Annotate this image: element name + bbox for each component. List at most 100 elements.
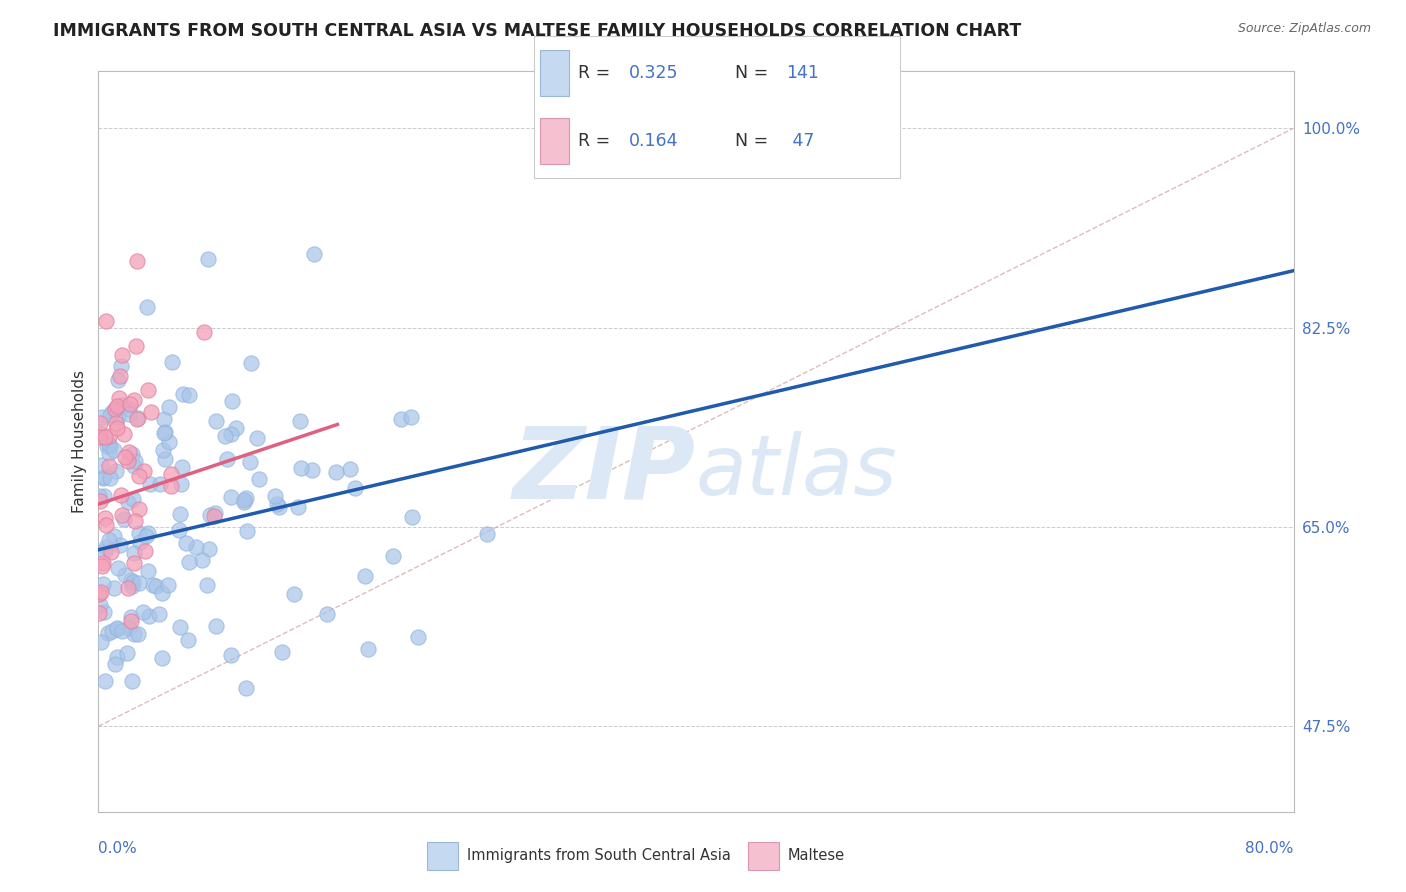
- Point: [91, 471, 114, 485]
- Point: [97, 626, 120, 640]
- Point: [111, 508, 134, 523]
- Point: [98, 408, 121, 422]
- Point: [105, 621, 128, 635]
- Point: [111, 348, 134, 362]
- Text: 141: 141: [786, 64, 820, 82]
- Point: [103, 581, 125, 595]
- Point: [94, 510, 117, 524]
- Point: [125, 253, 148, 268]
- Point: [112, 512, 135, 526]
- Point: [87, 587, 110, 601]
- Point: [105, 464, 128, 478]
- Point: [134, 543, 156, 558]
- Point: [283, 587, 305, 601]
- Point: [94, 517, 117, 532]
- Point: [101, 624, 124, 638]
- Point: [179, 555, 201, 569]
- Point: [91, 556, 114, 570]
- Point: [389, 412, 412, 426]
- Point: [112, 426, 135, 441]
- Point: [122, 491, 145, 506]
- Point: [475, 526, 498, 541]
- Point: [94, 541, 117, 555]
- Point: [114, 568, 136, 582]
- Point: [98, 459, 121, 474]
- Point: [124, 546, 146, 560]
- Point: [266, 497, 288, 511]
- Point: [128, 576, 150, 591]
- Point: [235, 524, 257, 538]
- Point: [87, 425, 110, 440]
- Text: 0.0%: 0.0%: [98, 841, 138, 856]
- Point: [354, 569, 377, 583]
- Point: [167, 523, 190, 537]
- Text: R =: R =: [578, 132, 616, 150]
- Point: [103, 529, 125, 543]
- Point: [131, 605, 153, 619]
- Point: [160, 479, 183, 493]
- Point: [316, 607, 339, 622]
- Point: [177, 633, 200, 648]
- Point: [401, 409, 423, 424]
- Point: [204, 414, 226, 428]
- Point: [93, 469, 115, 483]
- Point: [142, 578, 165, 592]
- Point: [184, 540, 207, 554]
- Point: [170, 477, 193, 491]
- Point: [235, 681, 257, 696]
- Point: [89, 416, 111, 430]
- Point: [107, 561, 129, 575]
- Point: [138, 526, 160, 541]
- Point: [172, 460, 194, 475]
- Text: N =: N =: [735, 64, 775, 82]
- Point: [225, 421, 247, 435]
- Text: 47: 47: [786, 132, 814, 150]
- Point: [290, 413, 312, 427]
- Point: [290, 460, 312, 475]
- Point: [117, 494, 139, 508]
- Point: [111, 398, 134, 412]
- Point: [107, 400, 129, 414]
- Point: [97, 437, 120, 451]
- Point: [98, 439, 121, 453]
- Point: [122, 393, 145, 408]
- Point: [108, 368, 131, 383]
- Point: [357, 641, 380, 656]
- Point: [177, 388, 200, 402]
- Point: [174, 535, 197, 549]
- Point: [200, 508, 222, 522]
- Point: [96, 439, 118, 453]
- Point: [110, 488, 132, 502]
- Point: [90, 635, 112, 649]
- Y-axis label: Family Households: Family Households: [72, 370, 87, 513]
- Point: [107, 373, 129, 387]
- Point: [162, 355, 184, 369]
- Point: [91, 559, 114, 574]
- Point: [103, 443, 125, 458]
- Point: [117, 581, 139, 595]
- Point: [118, 621, 141, 635]
- Point: [138, 383, 160, 397]
- Point: [148, 607, 170, 621]
- Point: [107, 409, 129, 424]
- Point: [205, 619, 228, 633]
- Text: Maltese: Maltese: [787, 848, 845, 863]
- Text: Source: ZipAtlas.com: Source: ZipAtlas.com: [1237, 22, 1371, 36]
- Point: [153, 452, 176, 467]
- Point: [264, 489, 287, 503]
- Point: [101, 405, 124, 419]
- Point: [153, 412, 176, 426]
- Point: [100, 545, 122, 559]
- Point: [138, 608, 160, 623]
- Point: [108, 539, 131, 553]
- Point: [215, 451, 238, 466]
- Point: [153, 425, 176, 440]
- FancyBboxPatch shape: [540, 118, 569, 164]
- Point: [381, 549, 404, 563]
- Point: [94, 430, 117, 444]
- Point: [204, 506, 226, 520]
- Point: [157, 435, 180, 450]
- Point: [240, 356, 263, 370]
- FancyBboxPatch shape: [748, 842, 779, 870]
- Point: [104, 401, 127, 416]
